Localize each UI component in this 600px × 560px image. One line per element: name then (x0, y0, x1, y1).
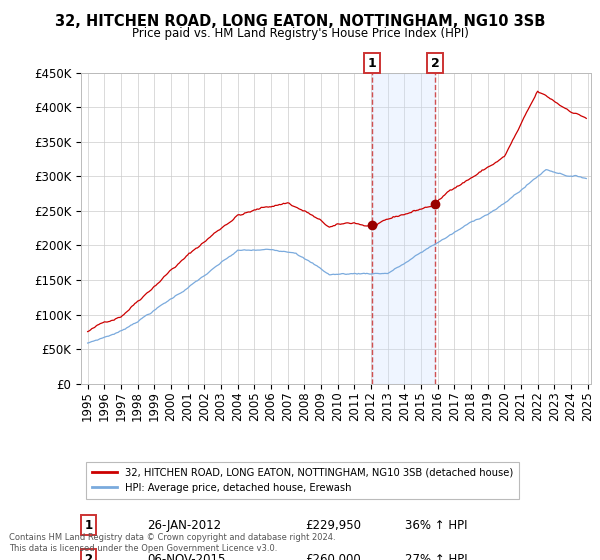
Text: £260,000: £260,000 (305, 553, 361, 560)
Legend: 32, HITCHEN ROAD, LONG EATON, NOTTINGHAM, NG10 3SB (detached house), HPI: Averag: 32, HITCHEN ROAD, LONG EATON, NOTTINGHAM… (86, 461, 519, 498)
Text: 1: 1 (85, 519, 93, 531)
Text: 27% ↑ HPI: 27% ↑ HPI (405, 553, 467, 560)
Bar (372, 73, 435, 384)
Text: 2: 2 (85, 553, 93, 560)
Text: 32, HITCHEN ROAD, LONG EATON, NOTTINGHAM, NG10 3SB: 32, HITCHEN ROAD, LONG EATON, NOTTINGHAM… (55, 14, 545, 29)
Text: 36% ↑ HPI: 36% ↑ HPI (405, 519, 467, 531)
Text: 1: 1 (368, 57, 377, 69)
Text: 26-JAN-2012: 26-JAN-2012 (148, 519, 221, 531)
Text: 06-NOV-2015: 06-NOV-2015 (148, 553, 226, 560)
Text: 2: 2 (431, 57, 440, 69)
Text: Price paid vs. HM Land Registry's House Price Index (HPI): Price paid vs. HM Land Registry's House … (131, 27, 469, 40)
Text: £229,950: £229,950 (305, 519, 361, 531)
Text: Contains HM Land Registry data © Crown copyright and database right 2024.
This d: Contains HM Land Registry data © Crown c… (9, 533, 335, 553)
